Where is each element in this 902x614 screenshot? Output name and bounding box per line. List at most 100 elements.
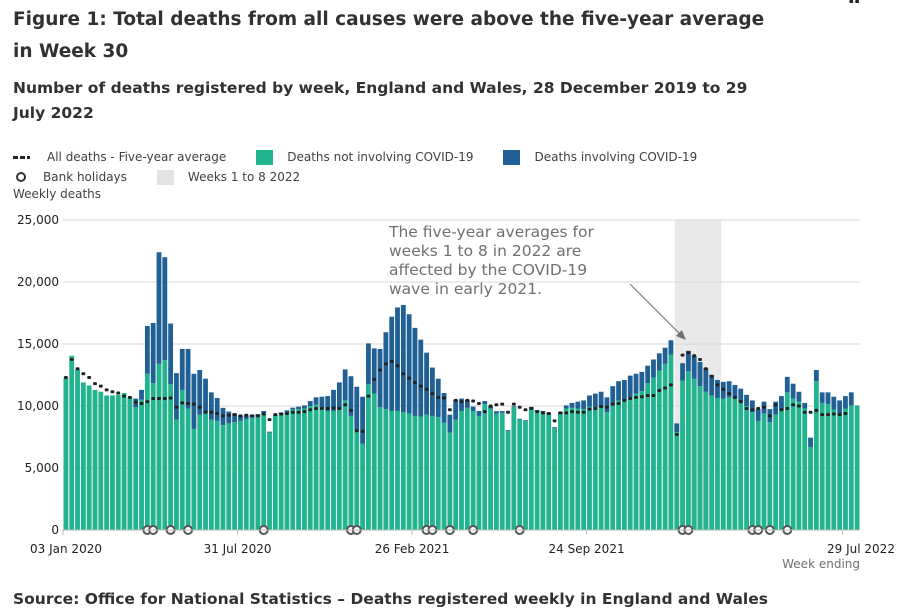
bar-covid[interactable] [371, 348, 377, 394]
bar-non-covid[interactable] [563, 408, 569, 530]
bar-non-covid[interactable] [255, 416, 261, 530]
bar-non-covid[interactable] [773, 414, 779, 530]
bar-non-covid[interactable] [371, 393, 377, 530]
bar-covid[interactable] [441, 392, 447, 423]
bar-covid[interactable] [848, 392, 854, 406]
bar-covid[interactable] [749, 400, 755, 413]
bar-non-covid[interactable] [616, 400, 621, 530]
bar-covid[interactable] [709, 375, 715, 396]
bar-covid[interactable] [604, 397, 610, 413]
bar-covid[interactable] [738, 388, 744, 402]
bar-non-covid[interactable] [557, 414, 563, 530]
bar-covid[interactable] [383, 332, 389, 410]
bar-covid[interactable] [366, 343, 371, 385]
bar-non-covid[interactable] [395, 410, 400, 530]
bar-covid[interactable] [267, 431, 272, 433]
bar-non-covid[interactable] [784, 392, 790, 530]
bar-covid[interactable] [185, 348, 191, 409]
bar-non-covid[interactable] [825, 404, 831, 530]
bar-non-covid[interactable] [523, 420, 528, 530]
bar-covid[interactable] [168, 323, 174, 385]
bar-non-covid[interactable] [720, 398, 726, 530]
bar-covid[interactable] [238, 415, 243, 421]
bar-covid[interactable] [517, 418, 523, 420]
bar-covid[interactable] [633, 373, 639, 394]
legend-item-non-covid[interactable]: Deaths not involving COVID-19 [256, 149, 473, 165]
bar-non-covid[interactable] [197, 414, 203, 530]
bar-non-covid[interactable] [319, 407, 325, 530]
bar-covid[interactable] [139, 389, 144, 400]
legend-item-covid[interactable]: Deaths involving COVID-19 [503, 149, 697, 165]
bar-covid[interactable] [406, 314, 412, 414]
bar-non-covid[interactable] [668, 354, 674, 530]
bar-covid[interactable] [819, 392, 825, 403]
bar-covid[interactable] [203, 378, 208, 413]
legend-item-weeks-shade[interactable]: Weeks 1 to 8 2022 [156, 169, 300, 185]
bar-covid[interactable] [464, 399, 470, 408]
bar-non-covid[interactable] [424, 414, 430, 530]
bar-non-covid[interactable] [243, 419, 249, 530]
bar-non-covid[interactable] [121, 392, 127, 530]
bar-covid[interactable] [569, 402, 575, 408]
bar-covid[interactable] [610, 386, 616, 405]
bar-non-covid[interactable] [307, 406, 313, 530]
bar-non-covid[interactable] [238, 420, 243, 530]
bar-covid[interactable] [214, 397, 220, 421]
bar-non-covid[interactable] [302, 408, 307, 530]
bar-non-covid[interactable] [92, 389, 98, 530]
bar-covid[interactable] [656, 353, 662, 371]
bar-covid[interactable] [575, 401, 581, 409]
bar-covid[interactable] [342, 369, 348, 401]
bar-covid[interactable] [482, 401, 488, 405]
bar-covid[interactable] [476, 410, 482, 416]
bar-non-covid[interactable] [598, 407, 604, 530]
bar-non-covid[interactable] [575, 408, 581, 530]
bar-non-covid[interactable] [837, 413, 843, 530]
bar-non-covid[interactable] [366, 384, 371, 530]
bar-non-covid[interactable] [185, 408, 191, 530]
bar-non-covid[interactable] [430, 415, 435, 530]
bar-non-covid[interactable] [732, 398, 738, 530]
bar-covid[interactable] [313, 397, 319, 405]
bar-covid[interactable] [307, 401, 313, 406]
bar-non-covid[interactable] [98, 391, 104, 530]
bar-non-covid[interactable] [470, 410, 476, 530]
bar-non-covid[interactable] [174, 419, 179, 530]
bar-covid[interactable] [430, 367, 435, 416]
bar-covid[interactable] [412, 327, 418, 416]
bar-non-covid[interactable] [336, 409, 342, 530]
bar-non-covid[interactable] [290, 409, 296, 530]
bar-covid[interactable] [616, 381, 621, 401]
bar-covid[interactable] [470, 406, 476, 411]
bar-non-covid[interactable] [552, 428, 557, 530]
bar-covid[interactable] [685, 350, 691, 372]
bar-non-covid[interactable] [284, 412, 290, 530]
bar-non-covid[interactable] [354, 430, 360, 530]
bar-non-covid[interactable] [645, 383, 651, 530]
bar-non-covid[interactable] [453, 419, 459, 530]
bar-covid[interactable] [703, 368, 709, 392]
bar-non-covid[interactable] [488, 408, 493, 530]
bar-covid[interactable] [162, 257, 168, 361]
bar-non-covid[interactable] [854, 405, 860, 530]
bar-non-covid[interactable] [203, 412, 208, 530]
bar-covid[interactable] [691, 355, 697, 379]
bar-covid[interactable] [598, 391, 604, 408]
bar-non-covid[interactable] [831, 409, 837, 530]
bar-non-covid[interactable] [656, 370, 662, 530]
bar-non-covid[interactable] [779, 409, 784, 530]
bar-covid[interactable] [493, 411, 499, 414]
bar-covid[interactable] [825, 392, 831, 405]
bar-covid[interactable] [813, 370, 819, 382]
legend-item-average[interactable]: All deaths - Five-year average [13, 150, 226, 164]
bar-covid[interactable] [587, 395, 592, 407]
bar-non-covid[interactable] [755, 420, 761, 530]
bar-non-covid[interactable] [709, 395, 715, 530]
bar-covid[interactable] [639, 371, 645, 392]
bar-non-covid[interactable] [162, 360, 168, 530]
bar-non-covid[interactable] [517, 419, 523, 530]
bar-covid[interactable] [296, 406, 302, 410]
bar-non-covid[interactable] [813, 381, 819, 530]
bar-non-covid[interactable] [232, 422, 238, 530]
bar-non-covid[interactable] [191, 428, 197, 530]
